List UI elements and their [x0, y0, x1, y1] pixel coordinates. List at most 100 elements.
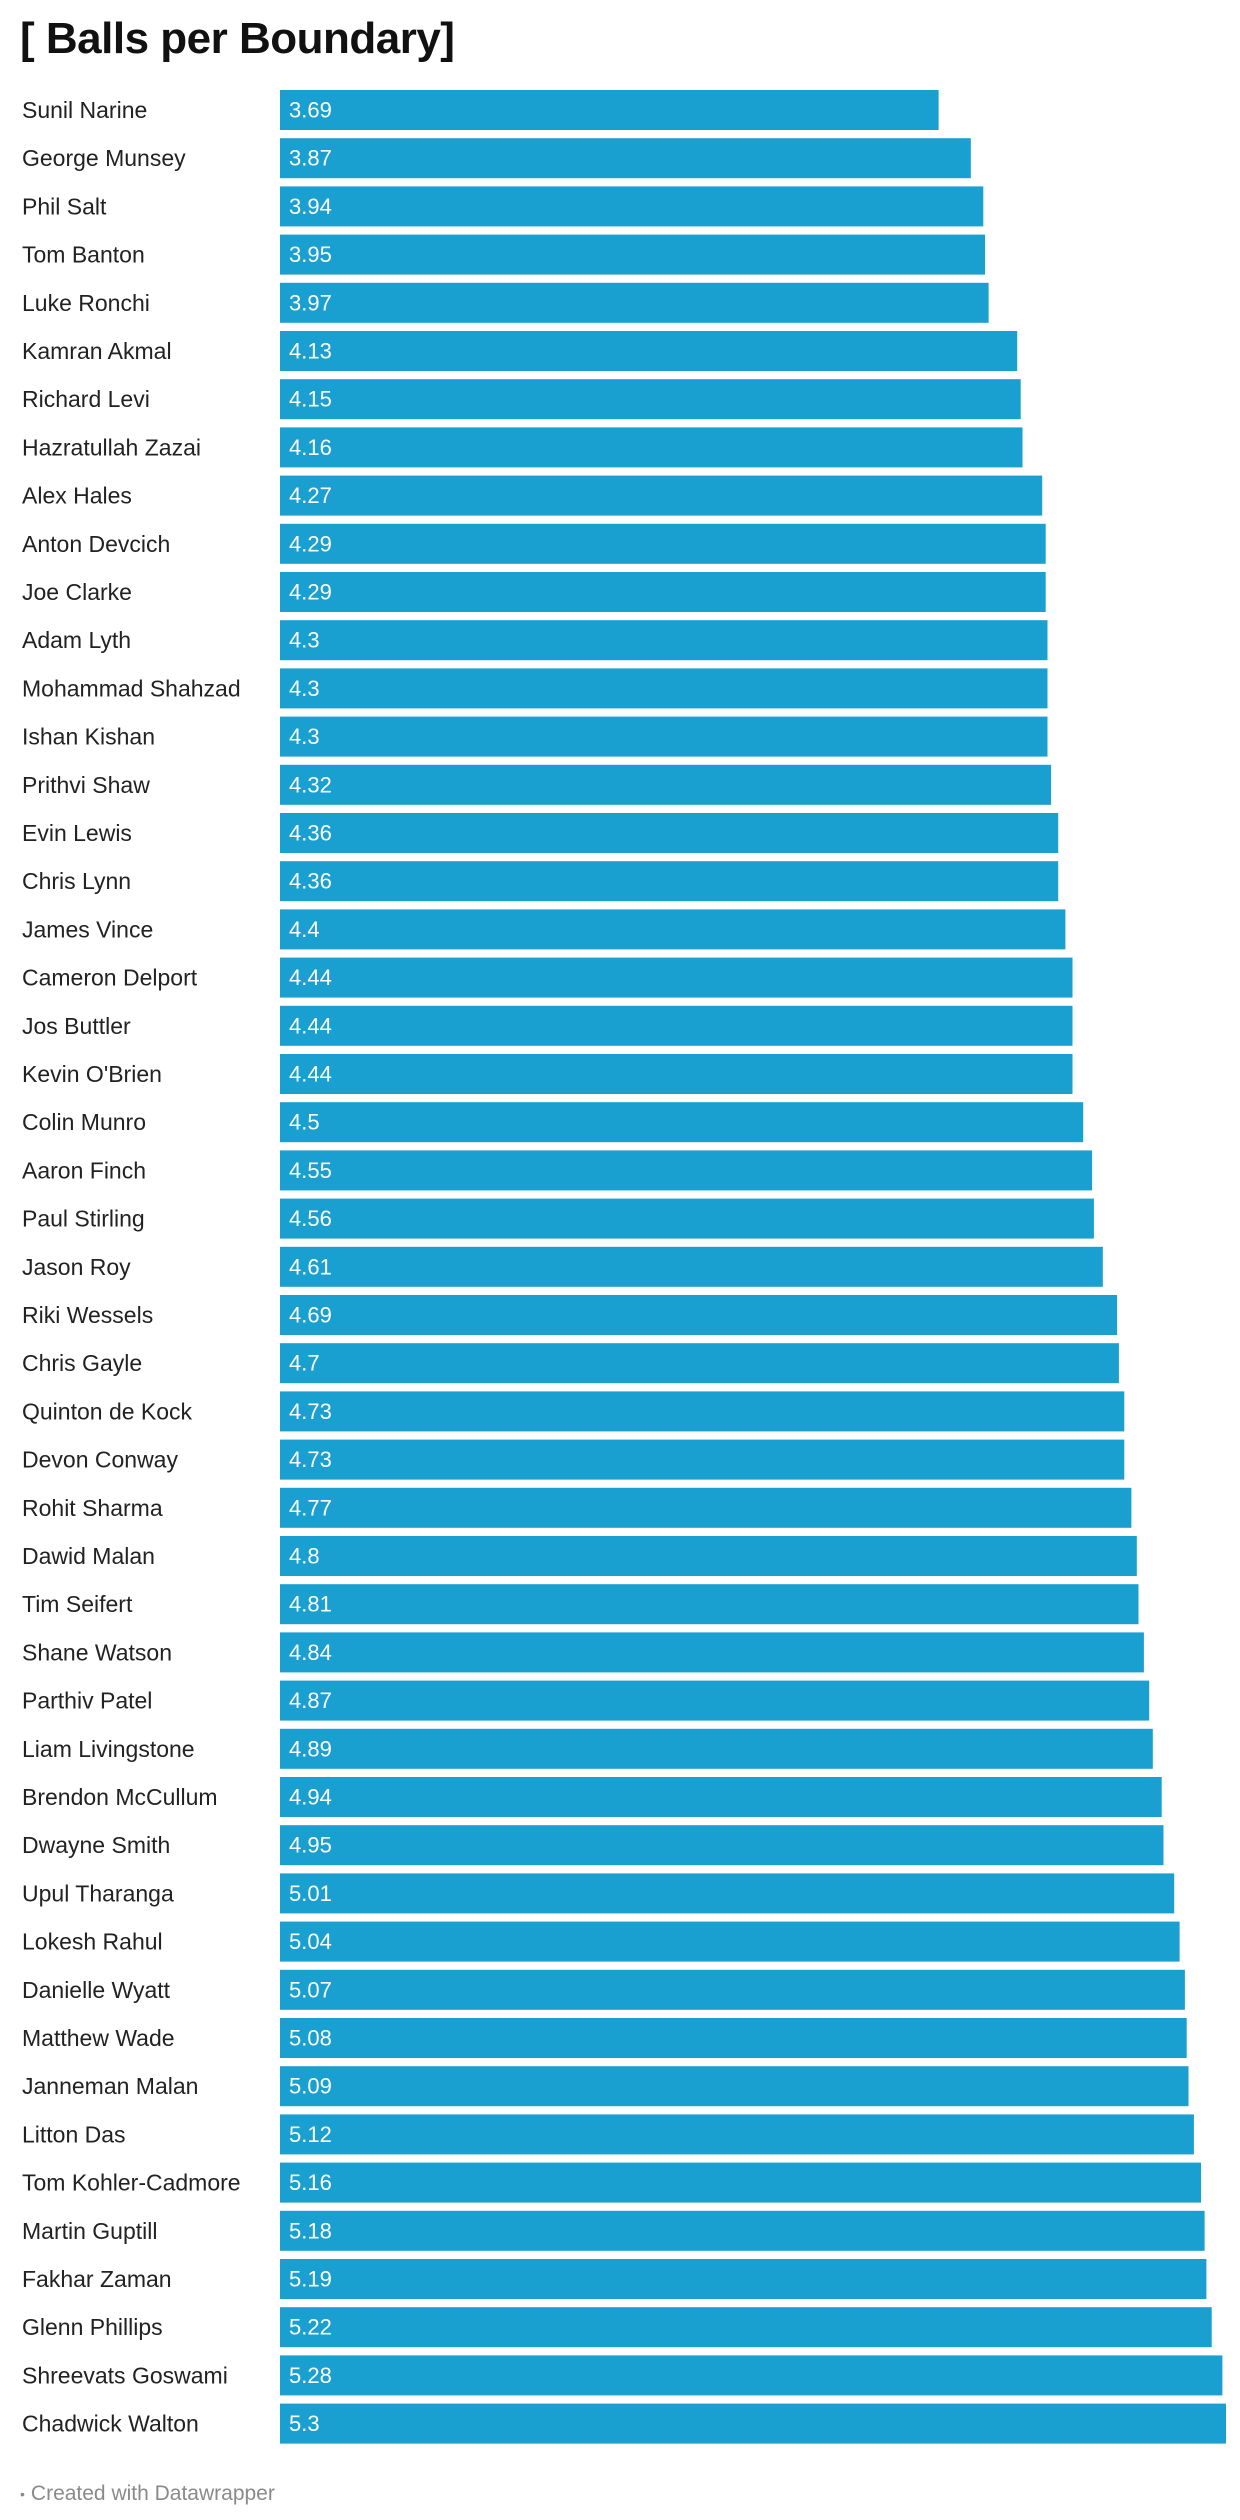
category-label: Chris Lynn [22, 868, 131, 894]
bar [280, 620, 1048, 661]
bar [280, 957, 1073, 998]
category-label: Colin Munro [22, 1109, 146, 1135]
value-label: 4.3 [289, 628, 320, 653]
value-label: 4.32 [289, 772, 332, 797]
bar [280, 90, 939, 130]
bar-row: Martin Guptill 5.18 [22, 2210, 1205, 2251]
category-label: Jos Buttler [22, 1013, 131, 1039]
category-label: George Munsey [22, 145, 186, 171]
bar-row: Litton Das 5.12 [22, 2114, 1194, 2155]
value-label: 4.56 [289, 1206, 332, 1231]
bar-row: Chadwick Walton 5.3 [22, 2403, 1226, 2444]
bar-row: Mohammad Shahzad 4.3 [22, 668, 1048, 709]
bar [280, 716, 1048, 757]
bar [280, 186, 984, 227]
bar-row: Luke Ronchi 3.97 [22, 282, 989, 323]
value-label: 4.89 [289, 1736, 332, 1761]
category-label: Jason Roy [22, 1254, 131, 1280]
bar [280, 1680, 1150, 1721]
category-label: Dwayne Smith [22, 1832, 170, 1858]
bar-row: Brendon McCullum 4.94 [22, 1777, 1162, 1817]
bar-row: Tim Seifert 4.81 [22, 1584, 1139, 1625]
value-label: 5.18 [289, 2218, 332, 2243]
value-label: 5.19 [289, 2267, 332, 2292]
category-label: Evin Lewis [22, 820, 132, 846]
bar-row: Tom Kohler-Cadmore 5.16 [22, 2162, 1201, 2203]
bar [280, 2066, 1189, 2107]
bar-row: Kevin O'Brien 4.44 [22, 1054, 1073, 1094]
bar [280, 2307, 1212, 2348]
category-label: Danielle Wyatt [22, 1977, 171, 2003]
value-label: 4.29 [289, 531, 332, 556]
bar-row: Anton Devcich 4.29 [22, 523, 1046, 564]
category-label: Brendon McCullum [22, 1784, 218, 1810]
bar-row: Chris Lynn 4.36 [22, 861, 1059, 902]
value-label: 3.87 [289, 146, 332, 171]
category-label: Liam Livingstone [22, 1736, 195, 1762]
bar [280, 668, 1048, 709]
value-label: 5.04 [289, 1929, 332, 1954]
value-label: 4.13 [289, 339, 332, 364]
category-label: Devon Conway [22, 1447, 178, 1473]
bar-row: Cameron Delport 4.44 [22, 957, 1073, 998]
value-label: 4.29 [289, 580, 332, 605]
value-label: 3.97 [289, 290, 332, 315]
category-label: Parthiv Patel [22, 1688, 152, 1714]
bar [280, 331, 1018, 371]
category-label: Shane Watson [22, 1639, 172, 1665]
bar-row: Fakhar Zaman 5.19 [22, 2259, 1207, 2299]
bar-row: Parthiv Patel 4.87 [22, 1680, 1150, 1721]
value-label: 3.94 [289, 194, 332, 219]
footer-dot: • [20, 2486, 25, 2503]
bar-row: James Vince 4.4 [22, 909, 1066, 950]
value-label: 4.4 [289, 917, 320, 942]
bar-row: Joe Clarke 4.29 [22, 572, 1046, 612]
bar [280, 1054, 1073, 1094]
bar [280, 1728, 1153, 1769]
bar [280, 2355, 1223, 2396]
value-label: 4.84 [289, 1640, 332, 1665]
bar [280, 2403, 1226, 2444]
bar-row: Phil Salt 3.94 [22, 186, 984, 227]
bar-row: Colin Munro 4.5 [22, 1102, 1084, 1143]
category-label: Riki Wessels [22, 1302, 153, 1328]
bar [280, 2210, 1205, 2251]
bar [280, 1873, 1175, 1914]
bar [280, 1536, 1137, 1576]
category-label: Chadwick Walton [22, 2411, 199, 2437]
bar-row: Danielle Wyatt 5.07 [22, 1969, 1185, 2010]
value-label: 4.95 [289, 1833, 332, 1858]
value-label: 3.95 [289, 242, 332, 267]
bar-row: Kamran Akmal 4.13 [22, 331, 1018, 371]
value-label: 5.08 [289, 2026, 332, 2051]
footer-credit: • Created with Datawrapper [20, 2482, 275, 2506]
category-label: Quinton de Kock [22, 1398, 193, 1424]
category-label: Aaron Finch [22, 1157, 146, 1183]
bar [280, 764, 1052, 805]
value-label: 4.3 [289, 676, 320, 701]
bar-row: Rohit Sharma 4.77 [22, 1487, 1132, 1528]
value-label: 4.77 [289, 1495, 332, 1520]
category-label: Matthew Wade [22, 2025, 175, 2051]
bar-row: Janneman Malan 5.09 [22, 2066, 1189, 2107]
bar-row: Chris Gayle 4.7 [22, 1343, 1119, 1384]
bar [280, 1777, 1162, 1817]
bar [280, 2162, 1201, 2203]
bar-row: Jos Buttler 4.44 [22, 1005, 1073, 1046]
bar-row: Devon Conway 4.73 [22, 1439, 1125, 1480]
value-label: 4.16 [289, 435, 332, 460]
bar [280, 1198, 1094, 1239]
bar [280, 1439, 1125, 1480]
value-label: 5.07 [289, 1977, 332, 2002]
bar-row: George Munsey 3.87 [22, 138, 971, 179]
bar-row: Matthew Wade 5.08 [22, 2018, 1187, 2058]
value-label: 5.28 [289, 2363, 332, 2388]
bar-row: Aaron Finch 4.55 [22, 1150, 1093, 1191]
category-label: Mohammad Shahzad [22, 675, 241, 701]
category-label: Paul Stirling [22, 1206, 145, 1232]
chart-title: [ Balls per Boundary] [20, 14, 455, 63]
value-label: 4.73 [289, 1447, 332, 1472]
value-label: 4.44 [289, 1062, 332, 1087]
bar-row: Alex Hales 4.27 [22, 475, 1043, 516]
bar [280, 1584, 1139, 1625]
